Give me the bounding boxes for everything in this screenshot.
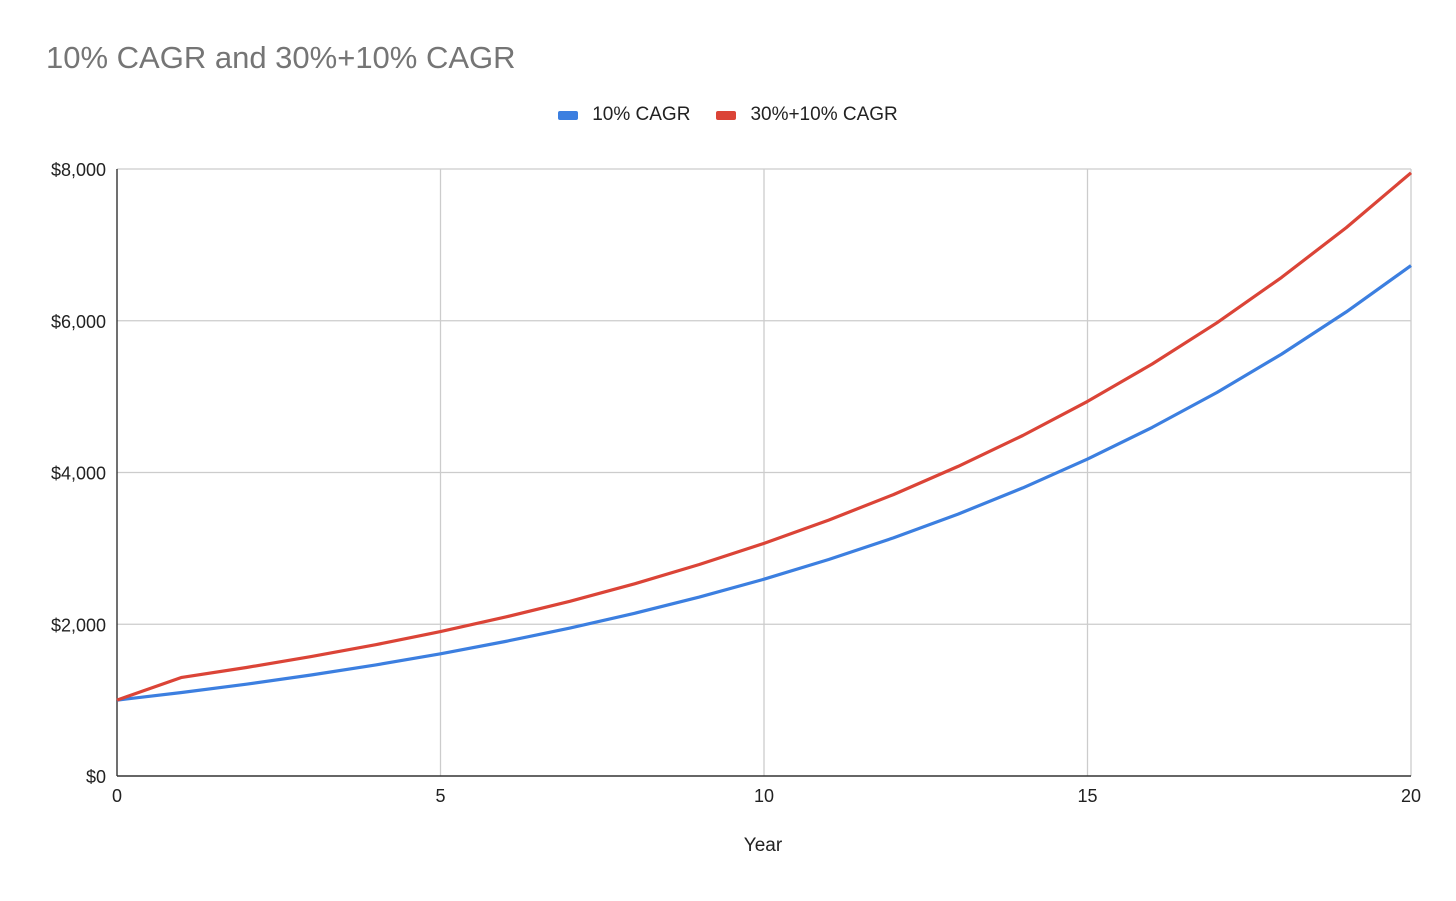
legend-swatch-series-1	[558, 110, 579, 120]
series-lines	[116, 171, 1413, 702]
x-tick-label: 20	[1401, 786, 1421, 806]
x-axis-label: Year	[744, 835, 783, 856]
legend: 10% CAGR 30%+10% CAGR	[0, 104, 1456, 126]
chart-title: 10% CAGR and 30%+10% CAGR	[46, 40, 516, 75]
legend-label-series-1: 10% CAGR	[592, 104, 691, 125]
series-line-1[interactable]	[116, 264, 1412, 702]
axes	[116, 169, 1411, 777]
y-tick-label: $6,000	[51, 312, 106, 332]
y-tick-label: $2,000	[51, 615, 106, 635]
gridlines	[117, 168, 1412, 776]
x-tick-label: 5	[435, 786, 445, 806]
x-tick-label: 0	[112, 786, 122, 806]
legend-item-series-2[interactable]: 30%+10% CAGR	[716, 104, 898, 126]
legend-swatch-series-2	[716, 110, 737, 120]
y-tick-label: $4,000	[51, 464, 106, 484]
x-tick-label: 15	[1077, 786, 1097, 806]
legend-item-series-1[interactable]: 10% CAGR	[558, 104, 690, 126]
y-tick-label: $8,000	[51, 160, 106, 180]
series-line-2[interactable]	[116, 171, 1413, 702]
legend-label-series-2: 30%+10% CAGR	[750, 104, 898, 125]
x-tick-label: 10	[754, 786, 774, 806]
y-tick-label: $0	[86, 767, 106, 787]
tick-labels: $0 $2,000 $4,000 $6,000 $8,000 0 5 10 15 20	[51, 160, 1421, 806]
